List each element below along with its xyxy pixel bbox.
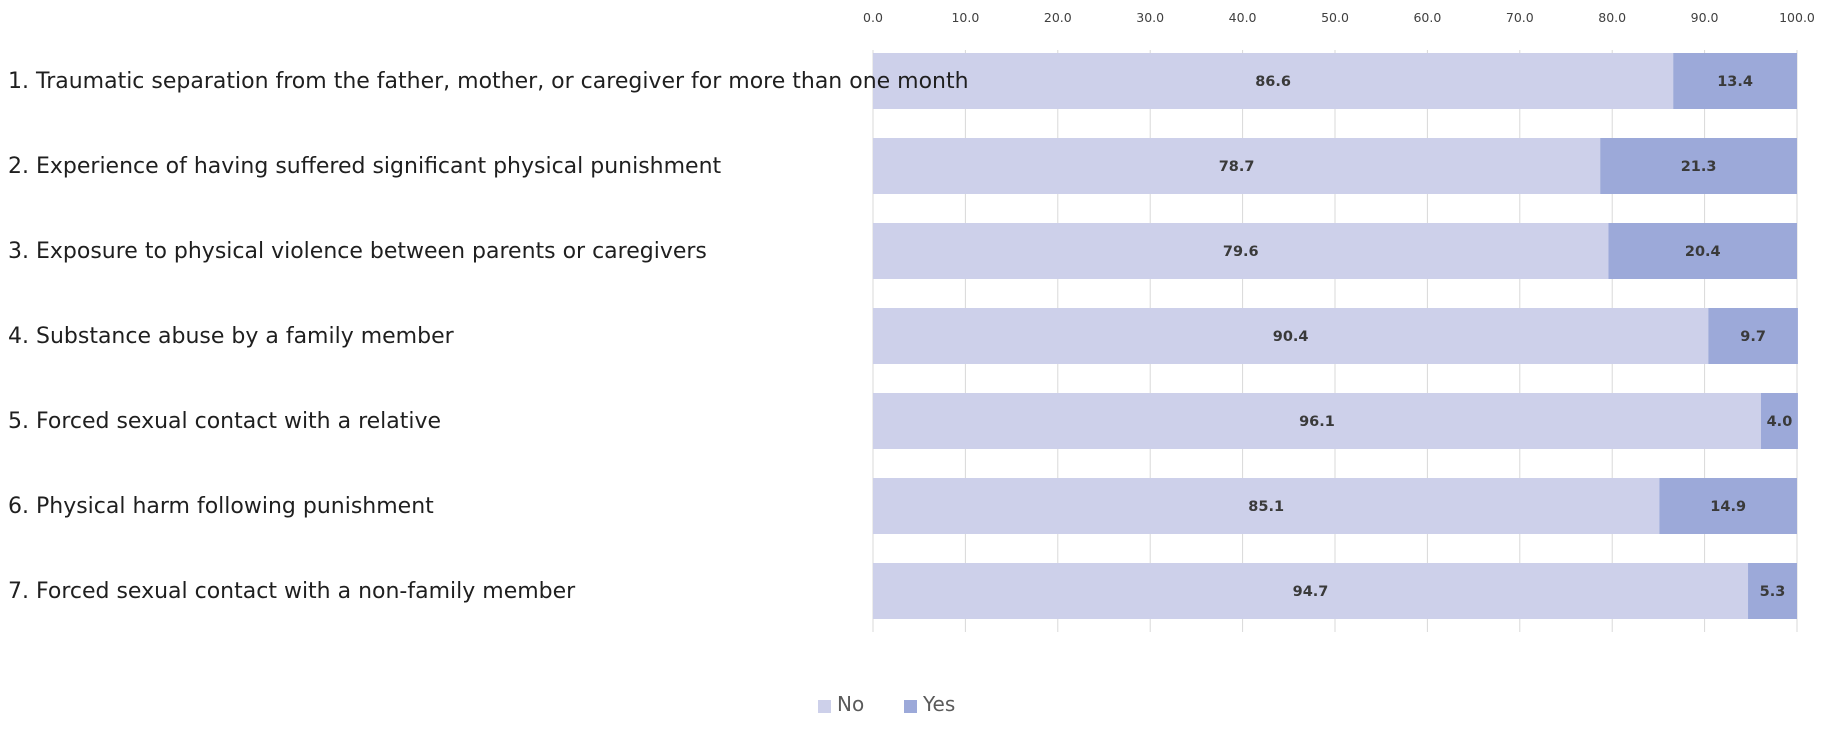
x-tick-label: 100.0	[1779, 10, 1815, 25]
x-tick-label: 10.0	[951, 10, 979, 25]
category-label: 4. Substance abuse by a family member	[8, 324, 455, 349]
x-tick-label: 90.0	[1691, 10, 1719, 25]
x-tick-label: 30.0	[1136, 10, 1164, 25]
data-label-no: 94.7	[1293, 584, 1329, 600]
bar-segment-yes	[1673, 53, 1797, 109]
bar-segment-yes	[1760, 393, 1798, 449]
bar-segment-yes	[1608, 223, 1797, 279]
category-labels: 1. Traumatic separation from the father,…	[8, 69, 969, 604]
bar-segment-no	[873, 138, 1601, 194]
x-tick-label: 50.0	[1321, 10, 1349, 25]
data-label-no: 86.6	[1255, 74, 1291, 90]
data-label-no: 79.6	[1223, 244, 1259, 260]
bar-segment-no	[873, 393, 1761, 449]
legend-label-yes: Yes	[922, 692, 955, 716]
data-label-yes: 9.7	[1740, 329, 1766, 345]
bar-segment-no	[873, 53, 1674, 109]
bar-segment-no	[873, 563, 1749, 619]
bar-segment-no	[873, 308, 1709, 364]
data-label-no: 96.1	[1299, 414, 1335, 430]
x-axis-tick-labels: 0.0 10.0 20.0 30.0 40.0 50.0 60.0 70.0 80.0 90.0 1…	[863, 10, 1815, 25]
category-label: 1. Traumatic separation from the father,…	[8, 69, 969, 94]
bar-data-labels: 86.6 13.4 78.7 21.3 79.6 20.4 90.4 9.7 96.1 4.0 85…	[1219, 74, 1793, 600]
legend: No Yes	[818, 692, 955, 716]
data-label-yes: 21.3	[1681, 159, 1717, 175]
x-tick-label: 60.0	[1413, 10, 1441, 25]
legend-swatch-yes	[904, 700, 917, 713]
bar-segment-yes	[1600, 138, 1797, 194]
category-label: 6. Physical harm following punishment	[8, 494, 434, 519]
bar-segment-no	[873, 223, 1609, 279]
legend-swatch-no	[818, 700, 831, 713]
category-label: 7. Forced sexual contact with a non-fami…	[8, 579, 576, 604]
x-tick-label: 40.0	[1229, 10, 1257, 25]
bar-segment-yes	[1748, 563, 1797, 619]
data-label-yes: 13.4	[1717, 74, 1753, 90]
data-label-no: 90.4	[1273, 329, 1309, 345]
x-tick-label: 0.0	[863, 10, 883, 25]
data-label-yes: 5.3	[1760, 584, 1786, 600]
x-tick-label: 70.0	[1506, 10, 1534, 25]
category-label: 5. Forced sexual contact with a relative	[8, 409, 441, 434]
data-label-no: 85.1	[1248, 499, 1284, 515]
data-label-no: 78.7	[1219, 159, 1255, 175]
category-label: 2. Experience of having suffered signifi…	[8, 154, 722, 179]
bar-segment-no	[873, 478, 1660, 534]
x-tick-label: 20.0	[1044, 10, 1072, 25]
data-label-yes: 14.9	[1710, 499, 1746, 515]
bar-segment-yes	[1659, 478, 1797, 534]
data-label-yes: 4.0	[1767, 414, 1793, 430]
category-label: 3. Exposure to physical violence between…	[8, 239, 707, 264]
data-label-yes: 20.4	[1685, 244, 1721, 260]
legend-label-no: No	[837, 692, 864, 716]
bars	[873, 53, 1798, 619]
bar-segment-yes	[1708, 308, 1798, 364]
x-tick-label: 80.0	[1598, 10, 1626, 25]
